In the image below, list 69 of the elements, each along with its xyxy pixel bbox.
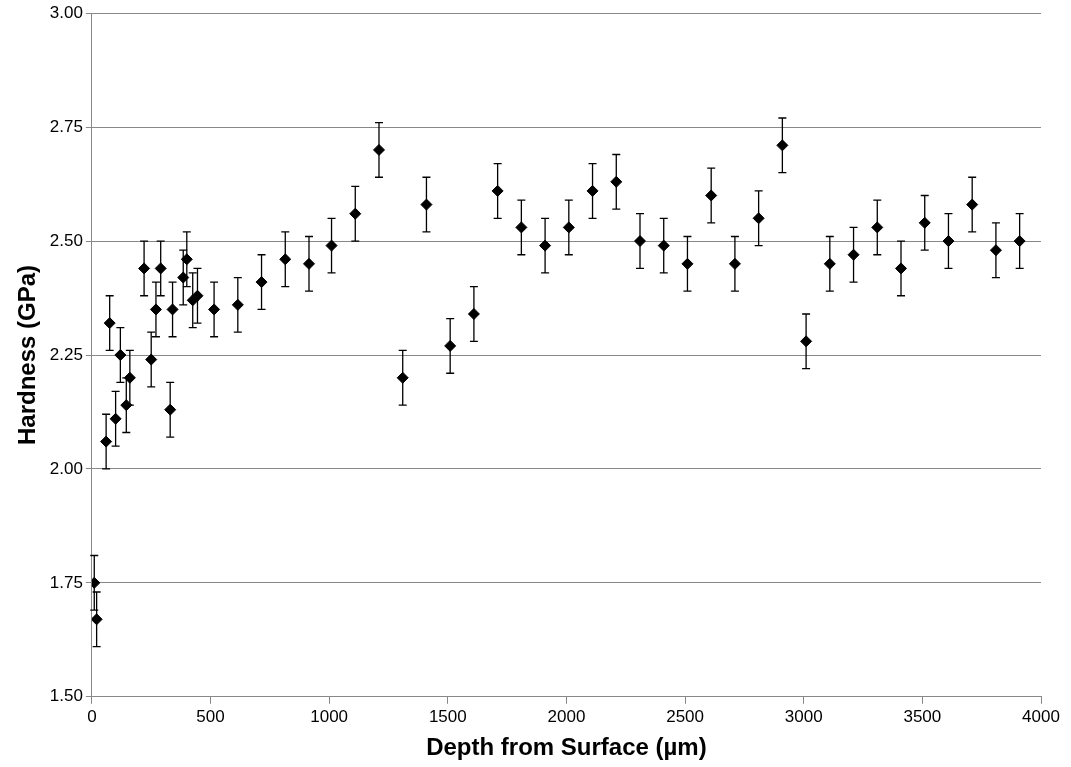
x-tick-label: 2500 [666,706,704,726]
point [562,221,575,234]
point [444,339,457,352]
point [180,253,193,266]
x-axis-title: Depth from Surface (µm) [426,733,707,761]
point [303,257,315,270]
point [586,184,599,197]
y-tick-label: 1.50 [49,686,83,706]
point [752,212,765,225]
x-tick-label: 500 [196,706,225,726]
point [396,371,409,384]
x-tick-label: 3000 [784,706,823,726]
point [325,239,338,252]
x-tick-label: 0 [87,706,97,726]
point [728,257,741,270]
point [705,189,718,202]
point [372,143,385,156]
point [800,335,813,348]
point [634,235,646,248]
y-tick-label: 3.00 [49,2,83,22]
point [918,216,931,229]
point [166,303,179,316]
point [491,184,504,197]
point [191,289,204,302]
point [145,353,158,366]
point [177,271,190,284]
point [681,257,694,270]
x-tick-label: 1500 [428,706,467,726]
point [349,207,362,220]
x-tick-label: 4000 [1022,706,1060,726]
point [515,221,528,234]
point [989,244,1002,257]
point [823,257,836,270]
y-tick-label: 1.75 [49,572,83,592]
x-tick-label: 1000 [310,706,349,726]
point [91,613,103,626]
y-tick-label: 2.25 [49,344,83,364]
point [539,239,552,252]
point [114,349,127,361]
point [1013,235,1026,248]
point [871,221,884,234]
point [776,139,789,152]
point [255,276,268,289]
y-axis-title: Hardness (GPa) [13,264,41,446]
point [966,198,979,211]
point [420,198,433,211]
point [100,435,113,448]
point [123,371,136,384]
y-tick-label: 2.75 [49,116,83,136]
point [154,262,167,275]
point [103,317,116,330]
point [467,307,480,320]
point [231,298,244,311]
point [149,303,162,316]
point [208,303,221,316]
point [942,235,955,248]
point [895,262,908,275]
point [279,253,292,266]
x-tick-label: 3500 [903,706,942,726]
y-tick-label: 2.50 [49,230,83,250]
point [120,399,133,412]
point [610,175,623,188]
y-tick-label: 2.00 [49,458,83,478]
point [138,262,151,275]
point [164,403,177,416]
x-tick-label: 2000 [547,706,586,726]
point [847,248,860,261]
point [657,239,670,252]
point [109,412,122,425]
